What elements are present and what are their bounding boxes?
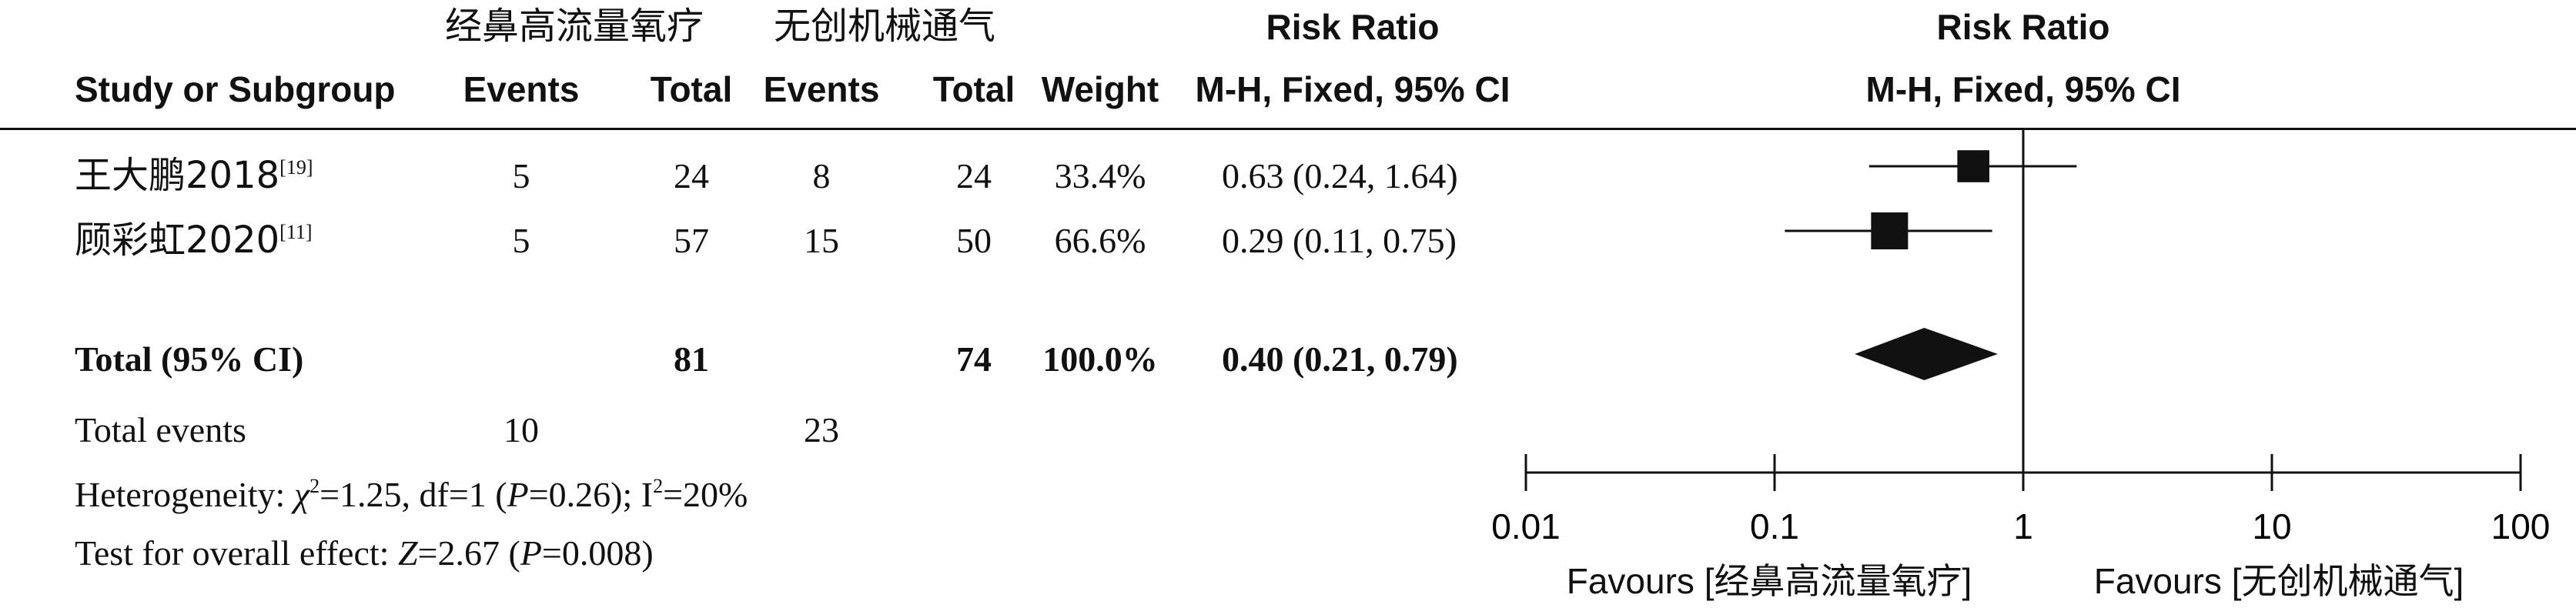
study-name: 王大鹏2018[19]: [75, 157, 313, 194]
header-rule: [0, 128, 2576, 130]
heterogeneity-text: Heterogeneity: χ2=1.25, df=1 (P=0.26); I…: [75, 475, 748, 514]
study-name: 顾彩虹2020[11]: [75, 222, 313, 259]
group2-header: 无创机械通气: [774, 5, 996, 48]
study-point-estimate: [1871, 212, 1909, 249]
study-name-text: 王大鹏2018: [75, 154, 280, 197]
study-weight: 33.4%: [1054, 156, 1146, 195]
study-total2: 24: [956, 156, 992, 195]
study-events1: 5: [512, 221, 530, 260]
favours-left-label: Favours [经鼻高流量氧疗]: [1566, 561, 1972, 601]
total-events2: 23: [804, 410, 839, 449]
study-point-estimate: [1957, 150, 1989, 182]
col-method-header-right: M-H, Fixed, 95% CI: [1865, 69, 2181, 109]
study-rr: 0.63 (0.24, 1.64): [1222, 156, 1458, 195]
x-tick-label: 10: [2252, 506, 2291, 546]
col-total2-header: Total: [932, 69, 1015, 109]
study-reference: [19]: [279, 156, 313, 179]
favours-right-label: Favours [无创机械通气]: [2093, 561, 2464, 601]
col-events2-header: Events: [763, 69, 880, 109]
x-tick-label: 100: [2491, 506, 2551, 546]
study-events2: 8: [812, 156, 831, 195]
study-total2: 50: [956, 221, 992, 260]
group1-header: 经鼻高流量氧疗: [445, 5, 704, 48]
risk-ratio-title-right: Risk Ratio: [1936, 7, 2110, 47]
x-tick-label: 0.01: [1491, 506, 1561, 546]
study-reference: [11]: [279, 221, 313, 243]
total-events1: 10: [503, 410, 539, 449]
total-rr: 0.40 (0.21, 0.79): [1222, 339, 1458, 379]
study-events2: 15: [804, 221, 839, 260]
risk-ratio-title-left: Risk Ratio: [1266, 7, 1440, 47]
study-total1: 24: [674, 156, 709, 195]
col-method-header-left: M-H, Fixed, 95% CI: [1195, 69, 1510, 109]
col-events1-header: Events: [463, 69, 580, 109]
x-tick-label: 1: [2013, 506, 2033, 546]
total-events-label: Total events: [75, 410, 246, 449]
overall-effect-text: Test for overall effect: Z=2.67 (P=0.008…: [75, 533, 654, 573]
study-rr: 0.29 (0.11, 0.75): [1222, 221, 1457, 260]
x-tick-label: 0.1: [1750, 506, 1799, 546]
total-n1: 81: [674, 339, 709, 379]
study-total1: 57: [674, 221, 709, 260]
study-weight: 66.6%: [1054, 221, 1146, 260]
total-weight: 100.0%: [1042, 339, 1158, 379]
total-n2: 74: [956, 339, 992, 379]
col-total1-header: Total: [650, 69, 733, 109]
study-name-text: 顾彩虹2020: [75, 219, 280, 262]
total-label: Total (95% CI): [75, 339, 304, 379]
col-study-header: Study or Subgroup: [75, 69, 396, 109]
study-events1: 5: [512, 156, 530, 195]
col-weight-header: Weight: [1041, 69, 1159, 109]
pooled-diamond: [1855, 328, 1998, 380]
